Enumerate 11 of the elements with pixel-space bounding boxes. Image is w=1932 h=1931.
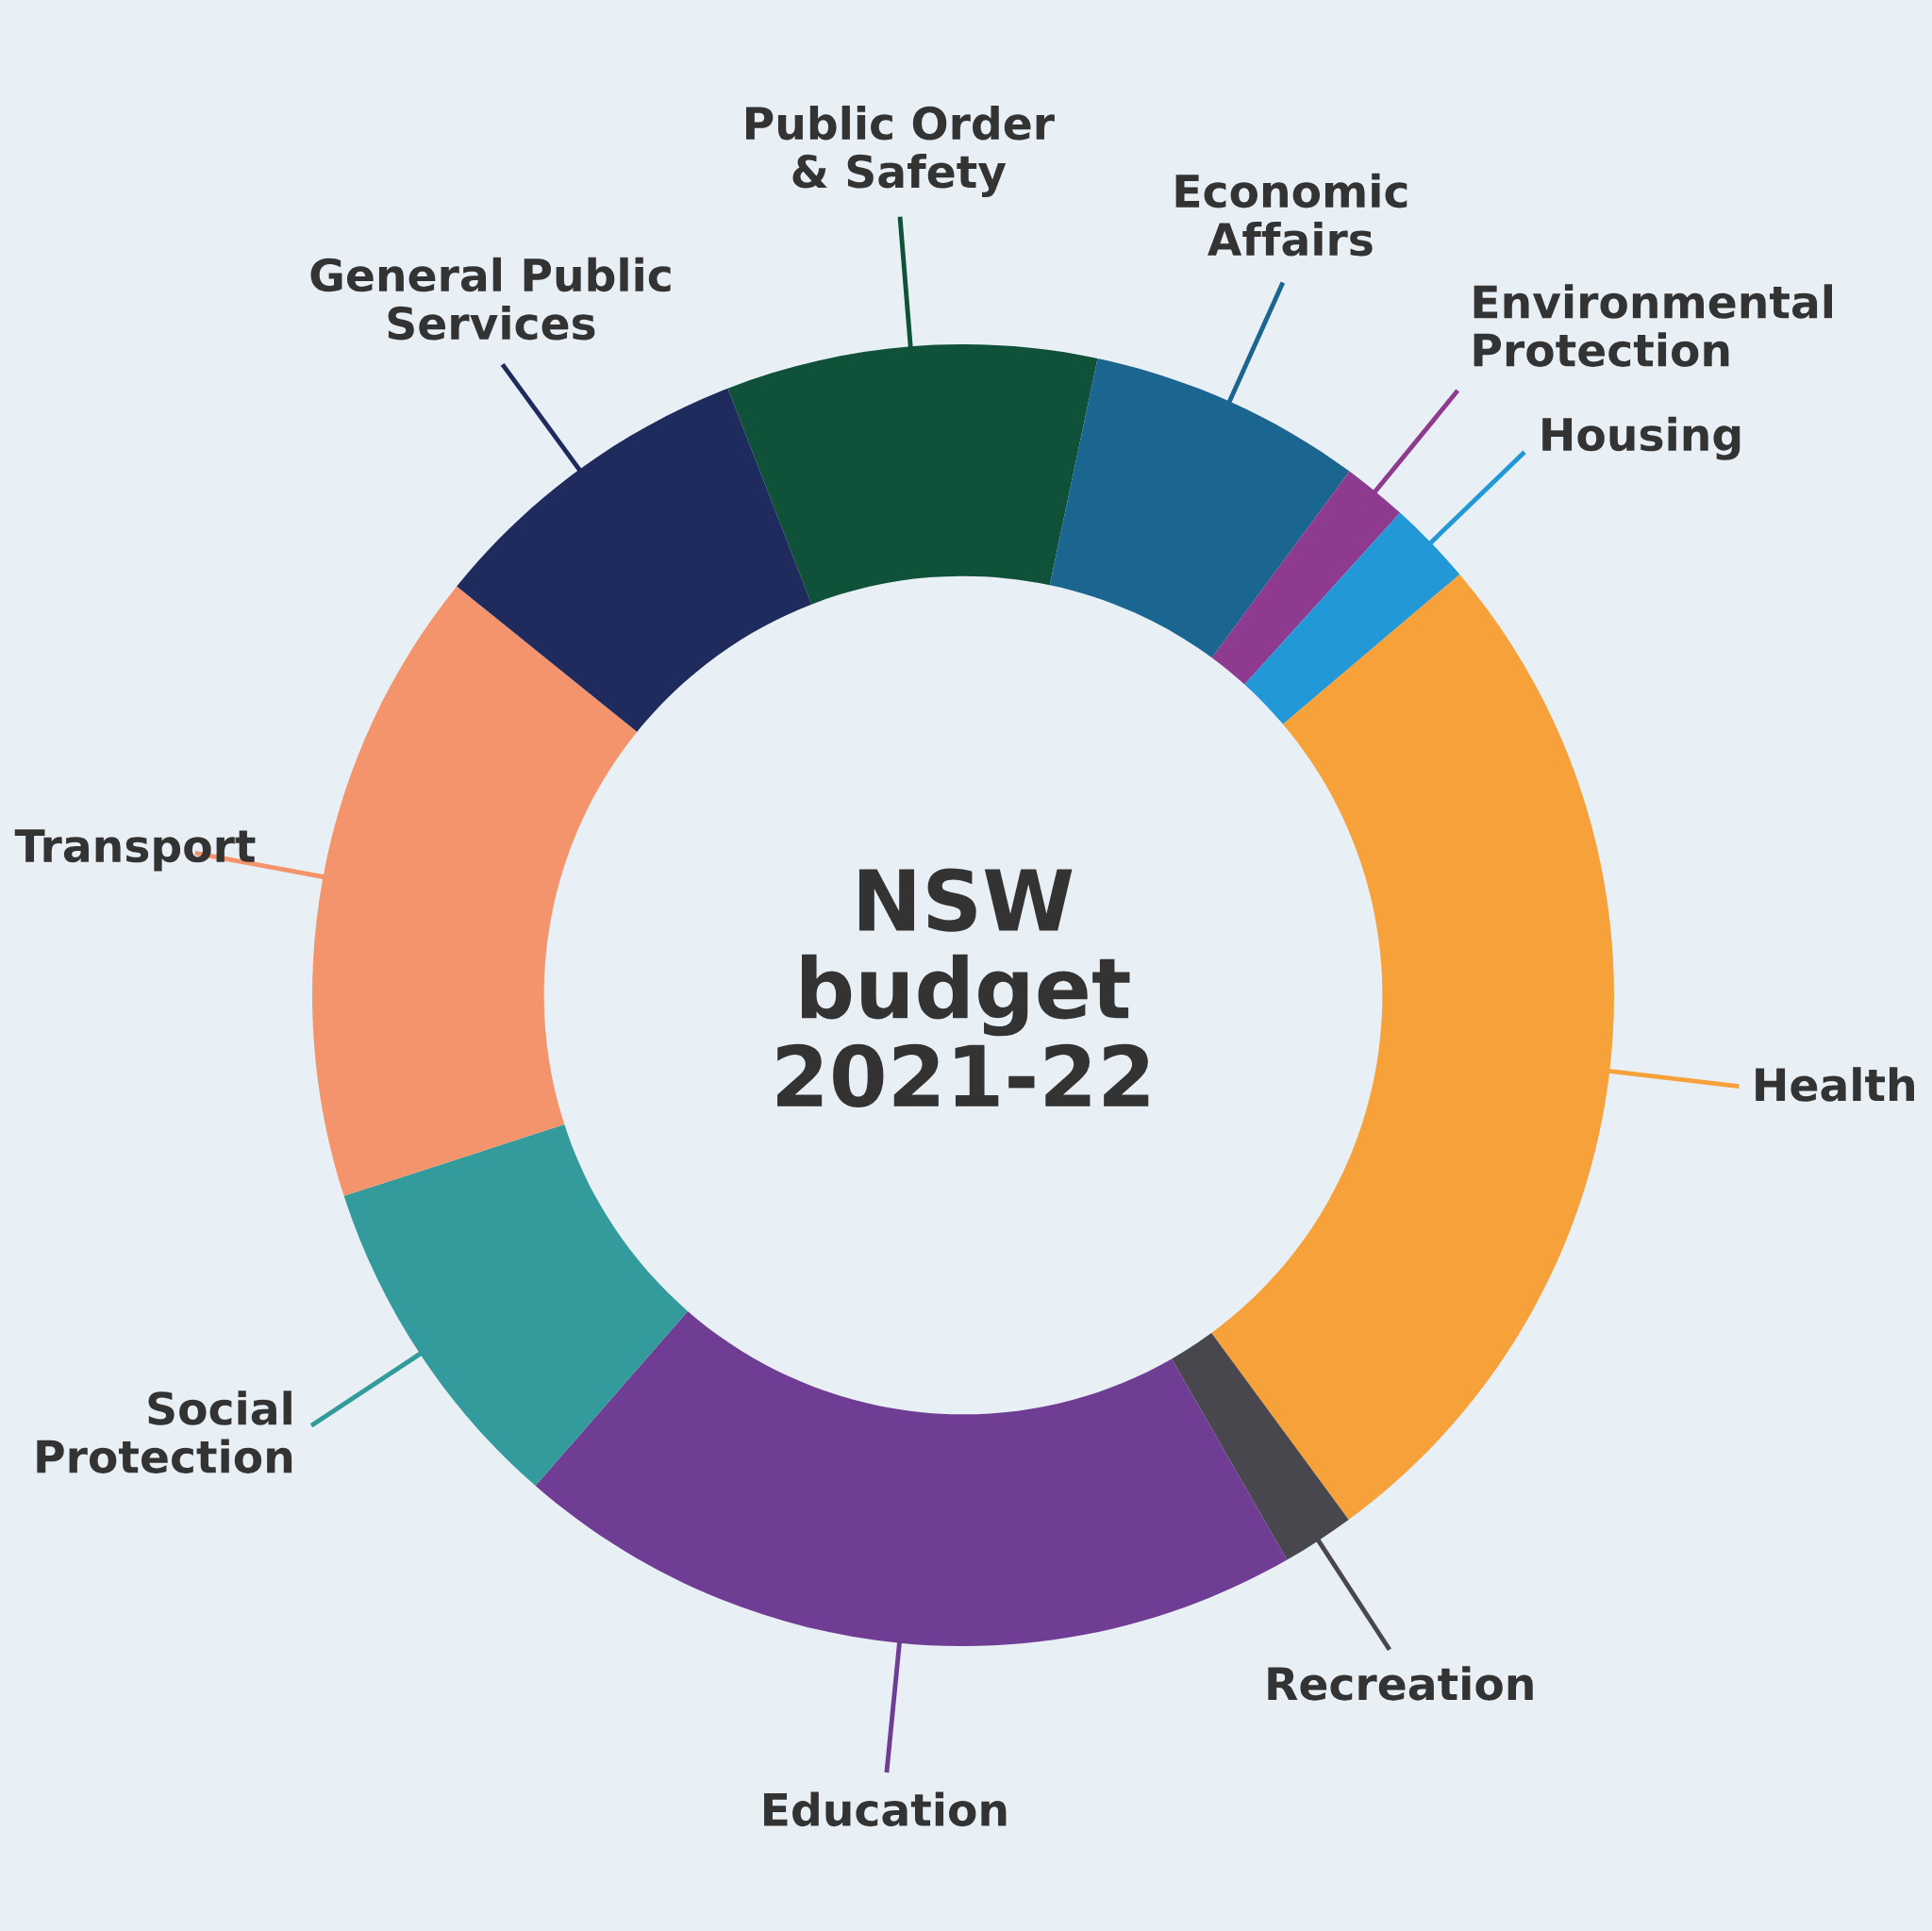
slice-label: Economic Affairs: [1175, 173, 1407, 257]
slice-label: Housing: [1542, 416, 1740, 460]
slice-label: Health: [1756, 1067, 1914, 1102]
slice-label: Social Protection: [37, 1390, 292, 1473]
slice-label: Environmental Protection: [1474, 284, 1833, 367]
slice-label: Education: [764, 1791, 1007, 1827]
text: NSW budget 2021-22: [777, 868, 1149, 1107]
slice-label: Transport: [14, 829, 256, 872]
slice-label: Recreation: [1268, 1666, 1533, 1701]
slice-label: General Public Services: [310, 257, 671, 341]
slice-label: Public Order & Safety: [745, 105, 1055, 198]
